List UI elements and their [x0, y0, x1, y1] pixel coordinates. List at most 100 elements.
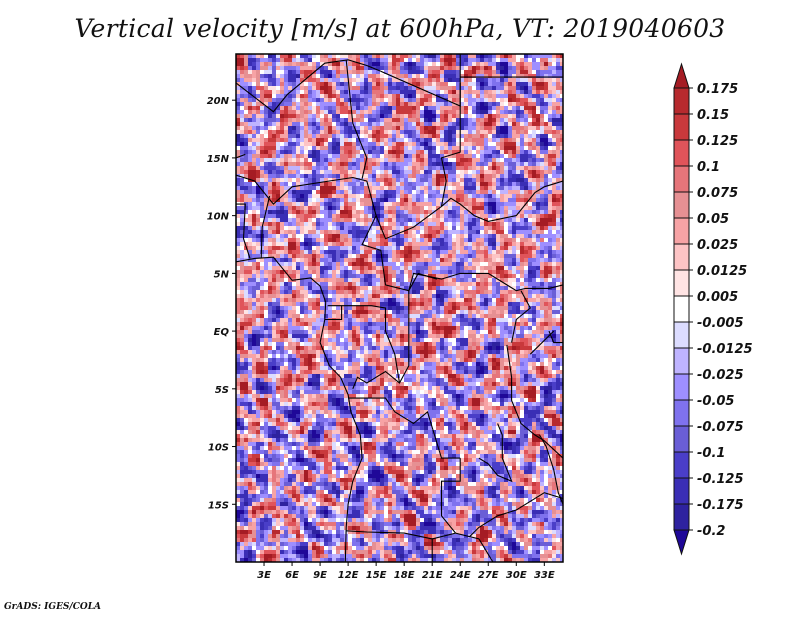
- field-cell: [360, 258, 364, 262]
- field-cell: [332, 54, 336, 58]
- field-cell: [484, 138, 488, 142]
- field-cell: [536, 274, 540, 278]
- field-cell: [440, 294, 444, 298]
- field-cell: [284, 226, 288, 230]
- field-cell: [320, 222, 324, 226]
- field-cell: [488, 278, 492, 282]
- field-cell: [296, 190, 300, 194]
- field-cell: [256, 166, 260, 170]
- field-cell: [556, 134, 560, 138]
- field-cell: [436, 266, 440, 270]
- field-cell: [376, 142, 380, 146]
- field-cell: [516, 166, 520, 170]
- field-cell: [532, 226, 536, 230]
- field-cell: [452, 110, 456, 114]
- field-cell: [476, 250, 480, 254]
- field-cell: [496, 158, 500, 162]
- field-cell: [308, 154, 312, 158]
- field-cell: [368, 170, 372, 174]
- field-cell: [236, 62, 240, 66]
- field-cell: [504, 178, 508, 182]
- field-cell: [508, 134, 512, 138]
- field-cell: [288, 66, 292, 70]
- field-cell: [408, 138, 412, 142]
- field-cell: [396, 290, 400, 294]
- field-cell: [280, 282, 284, 286]
- field-cell: [244, 54, 248, 58]
- field-cell: [508, 214, 512, 218]
- field-cell: [496, 58, 500, 62]
- field-cell: [272, 290, 276, 294]
- field-cell: [460, 70, 464, 74]
- field-cell: [504, 170, 508, 174]
- field-cell: [252, 126, 256, 130]
- field-cell: [388, 190, 392, 194]
- field-cell: [364, 138, 368, 142]
- field-cell: [348, 190, 352, 194]
- field-cell: [364, 230, 368, 234]
- field-cell: [556, 154, 560, 158]
- field-cell: [456, 214, 460, 218]
- field-cell: [336, 294, 340, 298]
- field-cell: [524, 194, 528, 198]
- field-cell: [324, 70, 328, 74]
- field-cell: [304, 282, 308, 286]
- field-cell: [524, 226, 528, 230]
- field-cell: [436, 206, 440, 210]
- field-cell: [256, 278, 260, 282]
- field-cell: [328, 74, 332, 78]
- field-cell: [300, 102, 304, 106]
- field-cell: [532, 202, 536, 206]
- field-cell: [500, 102, 504, 106]
- field-cell: [352, 218, 356, 222]
- field-cell: [360, 234, 364, 238]
- field-cell: [412, 198, 416, 202]
- field-cell: [328, 110, 332, 114]
- field-cell: [504, 250, 508, 254]
- field-cell: [340, 210, 344, 214]
- field-cell: [332, 186, 336, 190]
- field-cell: [440, 210, 444, 214]
- field-cell: [456, 238, 460, 242]
- field-cell: [244, 78, 248, 82]
- field-cell: [540, 198, 544, 202]
- field-cell: [312, 74, 316, 78]
- field-cell: [524, 74, 528, 78]
- field-cell: [532, 146, 536, 150]
- field-cell: [560, 266, 563, 270]
- field-cell: [408, 186, 412, 190]
- field-cell: [308, 230, 312, 234]
- field-cell: [248, 122, 252, 126]
- field-cell: [240, 226, 244, 230]
- field-cell: [352, 274, 356, 278]
- field-cell: [396, 214, 400, 218]
- field-cell: [364, 202, 368, 206]
- field-cell: [280, 218, 284, 222]
- field-cell: [380, 158, 384, 162]
- field-cell: [524, 254, 528, 258]
- field-cell: [264, 110, 268, 114]
- field-cell: [532, 250, 536, 254]
- field-cell: [404, 150, 408, 154]
- field-cell: [376, 214, 380, 218]
- field-cell: [448, 210, 452, 214]
- field-cell: [544, 94, 548, 98]
- field-cell: [344, 194, 348, 198]
- field-cell: [324, 190, 328, 194]
- field-cell: [512, 166, 516, 170]
- field-cell: [316, 194, 320, 198]
- field-cell: [348, 278, 352, 282]
- field-cell: [484, 174, 488, 178]
- field-cell: [496, 70, 500, 74]
- field-cell: [416, 178, 420, 182]
- field-cell: [496, 86, 500, 90]
- field-cell: [332, 242, 336, 246]
- field-cell: [304, 250, 308, 254]
- field-cell: [524, 110, 528, 114]
- field-cell: [428, 178, 432, 182]
- field-cell: [488, 270, 492, 274]
- field-cell: [444, 146, 448, 150]
- field-cell: [416, 146, 420, 150]
- field-cell: [368, 178, 372, 182]
- field-cell: [332, 190, 336, 194]
